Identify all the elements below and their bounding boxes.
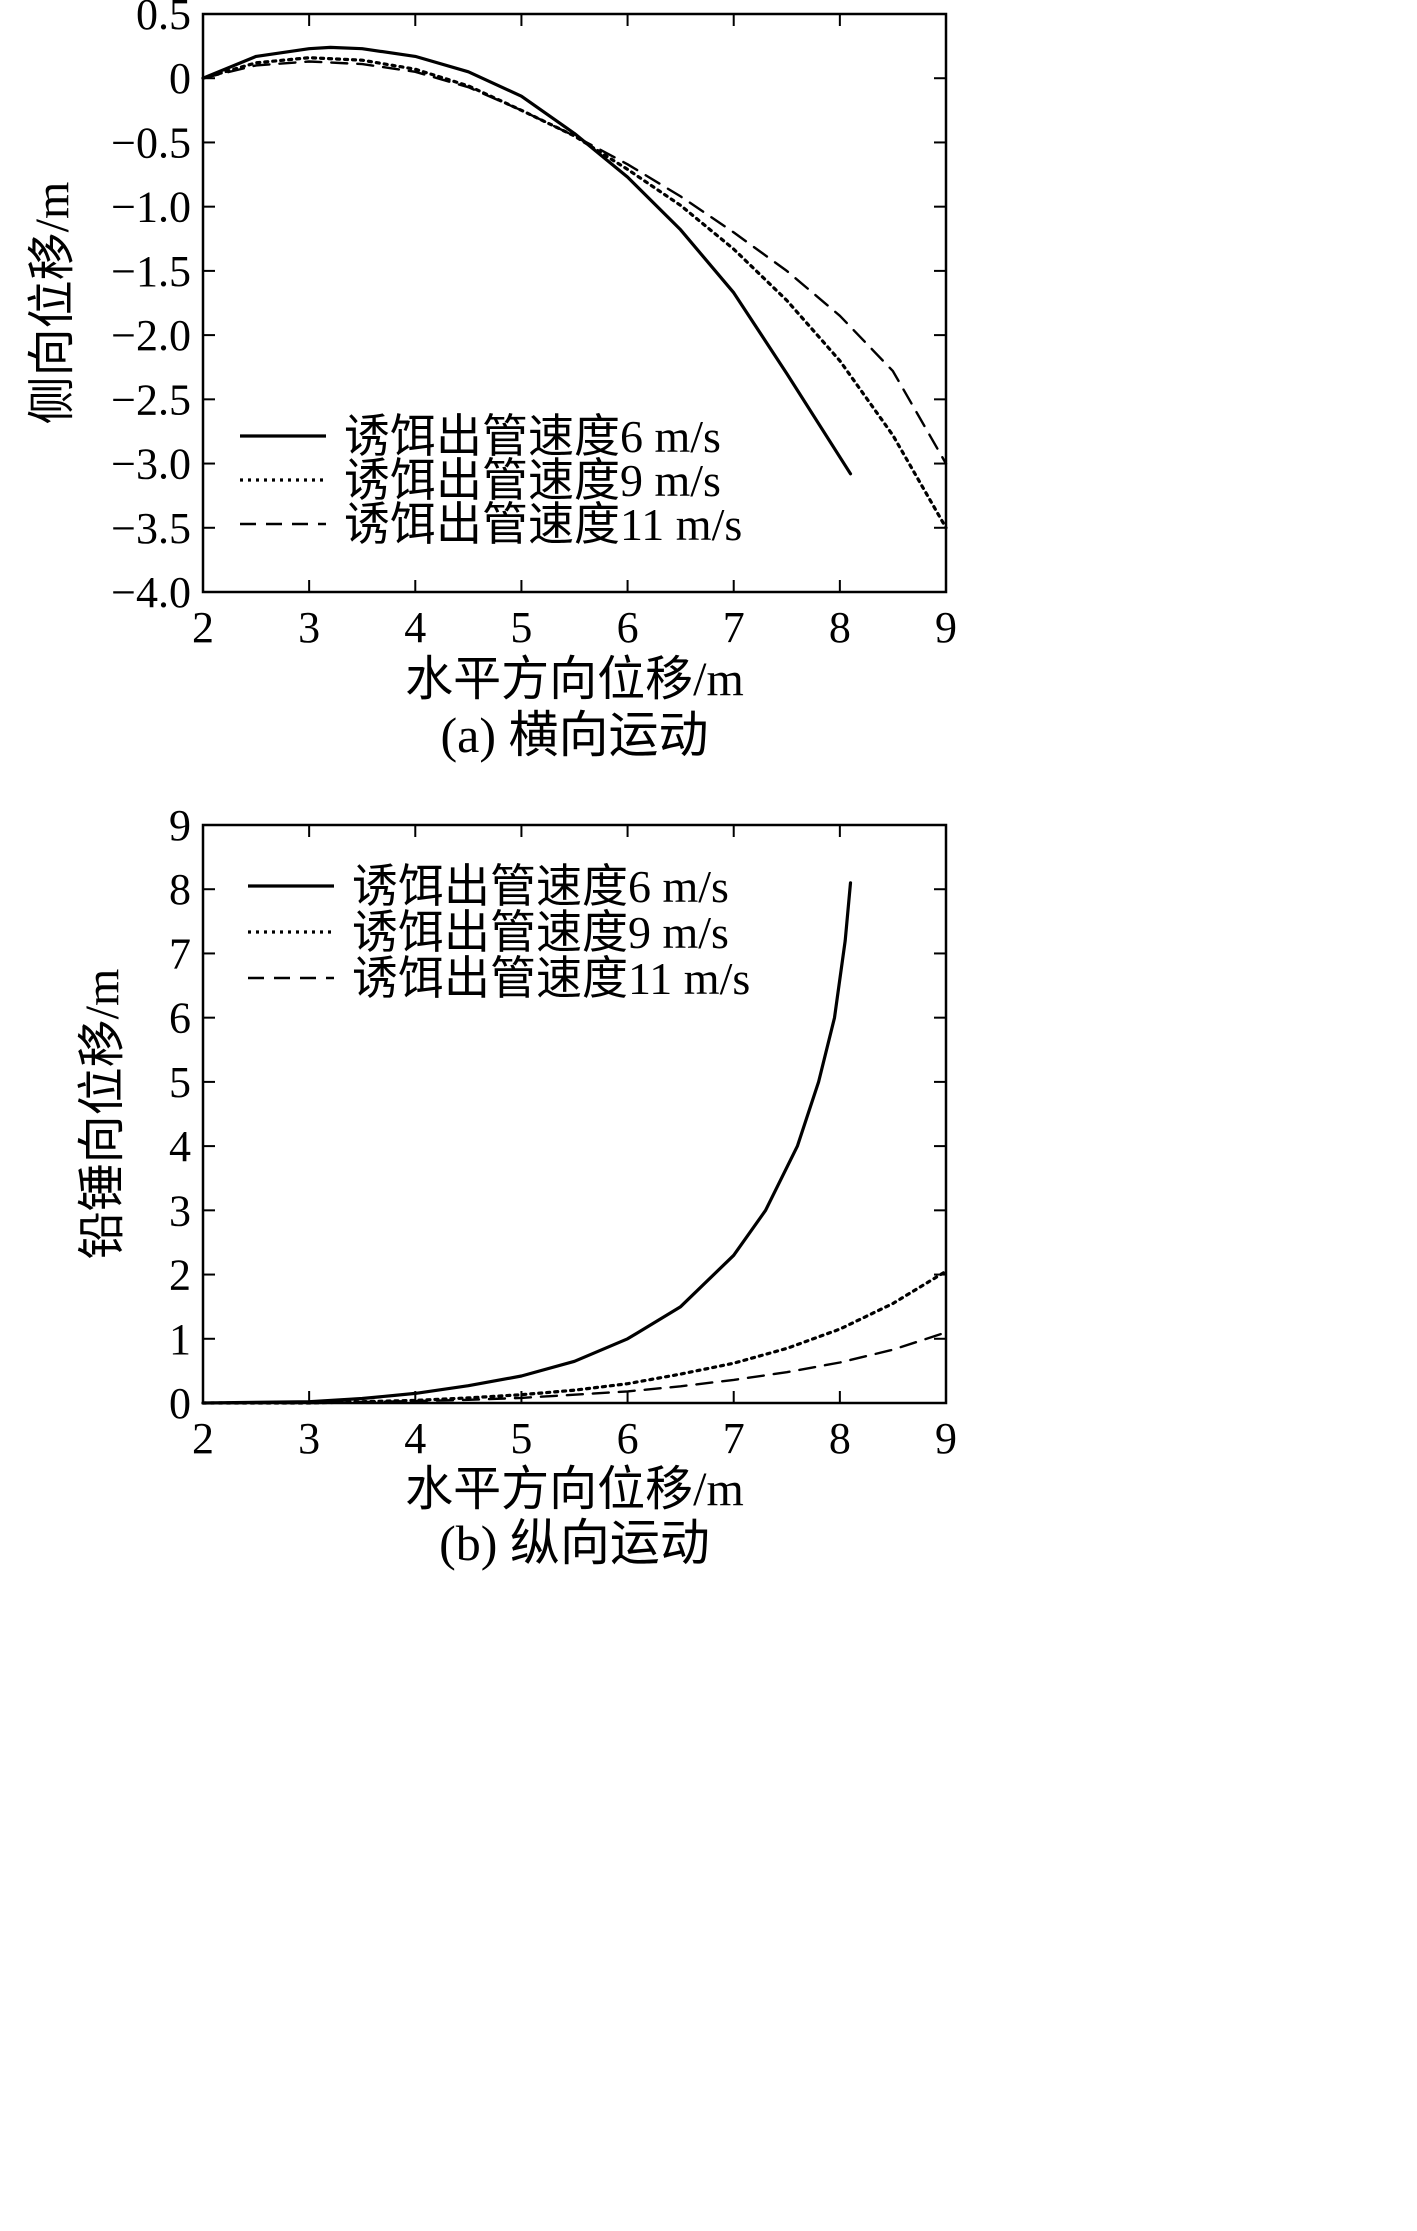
series-line-dotted: [201, 1269, 948, 1405]
y-tick-label: −0.5: [111, 118, 191, 167]
legend-label: 诱饵出管速度9 m/s: [352, 907, 729, 958]
x-tick-label: 4: [404, 603, 426, 652]
legend-label: 诱饵出管速度9 m/s: [344, 455, 721, 506]
x-tick-label: 7: [723, 1414, 745, 1463]
y-tick-label: 6: [169, 994, 191, 1043]
x-tick-label: 8: [829, 1414, 851, 1463]
x-tick-label: 6: [617, 1414, 639, 1463]
y-tick-label: 0: [169, 1379, 191, 1428]
y-tick-label: 3: [169, 1186, 191, 1235]
caption-b: (b) 纵向运动: [439, 1515, 710, 1571]
legend-label: 诱饵出管速度6 m/s: [352, 861, 729, 912]
series-line-dotted: [201, 56, 948, 530]
y-tick-label: −1.0: [111, 183, 191, 232]
series-line-solid: [201, 881, 853, 1405]
y-tick-label: −3.0: [111, 440, 191, 489]
x-tick-label: 8: [829, 603, 851, 652]
x-tick-label: 9: [935, 603, 957, 652]
y-tick-label: −3.5: [111, 504, 191, 553]
x-tick-label: 7: [723, 603, 745, 652]
y-tick-label: 0.5: [136, 0, 191, 39]
chart-lateral-motion: 2 3 4 5 6 7 8 9 0.5 0 −0.5 −1.0 −1.5 −2.0 −2.5 −3.0 −3.5…: [26, 0, 957, 763]
y-tick-label: −4.0: [111, 568, 191, 617]
x-tick-label: 5: [510, 603, 532, 652]
x-tick-label: 3: [298, 1414, 320, 1463]
legend-label: 诱饵出管速度11 m/s: [352, 953, 750, 1004]
plot-frame-a: [201, 12, 948, 594]
y-tick-label: 0: [169, 54, 191, 103]
y-axis-label-b: 铅锤向位移/m: [76, 969, 129, 1260]
y-tick-label: 4: [169, 1122, 191, 1171]
x-tick-label: 2: [192, 603, 214, 652]
x-tick-label: 2: [192, 1414, 214, 1463]
y-axis-label-a: 侧向位移/m: [26, 182, 79, 425]
x-axis-label-b: 水平方向位移/m: [405, 1463, 744, 1516]
y-tick-label: −1.5: [111, 247, 191, 296]
y-tick-label: 5: [169, 1058, 191, 1107]
legend-label: 诱饵出管速度6 m/s: [344, 411, 721, 462]
x-axis-label-a: 水平方向位移/m: [405, 653, 744, 706]
caption-a: (a) 横向运动: [441, 707, 709, 763]
y-tick-label: −2.5: [111, 375, 191, 424]
x-tick-label: 4: [404, 1414, 426, 1463]
y-tick-label: −2.0: [111, 311, 191, 360]
x-tick-label: 5: [510, 1414, 532, 1463]
series-line-dashed: [201, 60, 948, 465]
legend-label: 诱饵出管速度11 m/s: [344, 499, 742, 550]
y-tick-label: 7: [169, 929, 191, 978]
plot-frame-b: [201, 823, 948, 1405]
y-tick-label: 8: [169, 865, 191, 914]
x-tick-label: 9: [935, 1414, 957, 1463]
series-line-solid: [201, 45, 853, 476]
y-tick-label: 1: [169, 1315, 191, 1364]
x-tick-label: 3: [298, 603, 320, 652]
x-tick-label: 6: [617, 603, 639, 652]
y-tick-label: 2: [169, 1251, 191, 1300]
y-tick-label: 9: [169, 801, 191, 850]
series-line-dashed: [201, 1331, 948, 1405]
